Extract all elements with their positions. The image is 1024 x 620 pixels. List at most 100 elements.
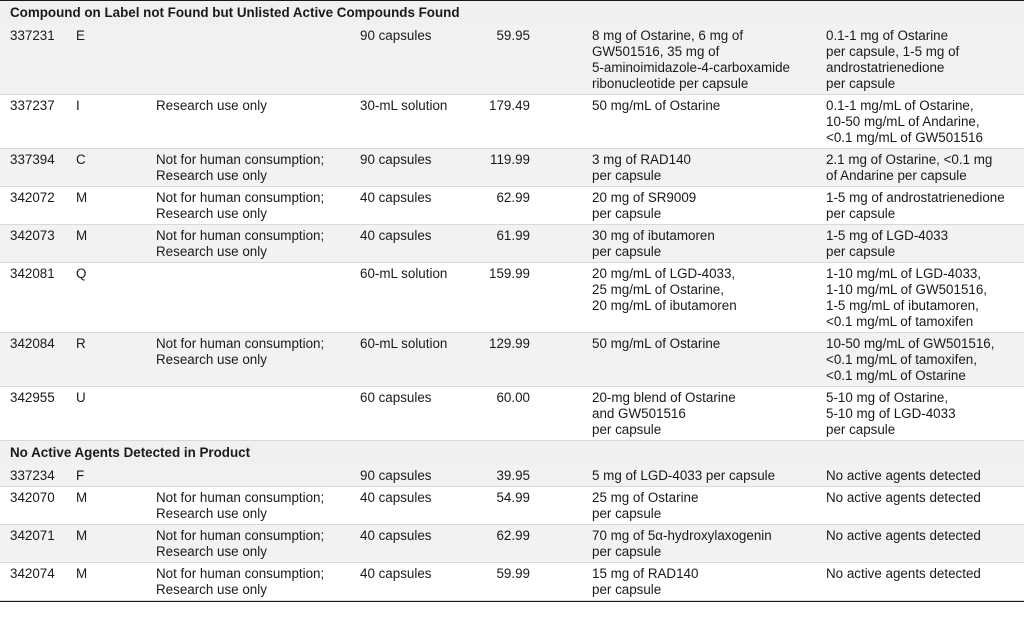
section-header: No Active Agents Detected in Product xyxy=(0,440,1024,465)
letter-cell: I xyxy=(76,94,156,149)
form-cell: 60 capsules xyxy=(360,386,470,441)
price-cell: 61.99 xyxy=(470,224,592,263)
letter-cell: M xyxy=(76,224,156,263)
id-cell: 342070 xyxy=(0,486,76,525)
form-cell: 60-mL solution xyxy=(360,262,470,333)
form-cell: 40 capsules xyxy=(360,524,470,563)
label-note-cell: Not for human consumption; Research use … xyxy=(156,486,360,525)
id-cell: 342073 xyxy=(0,224,76,263)
detected-compound-cell: 5-10 mg of Ostarine, 5-10 mg of LGD-4033… xyxy=(826,386,1024,441)
label-compound-cell: 50 mg/mL of Ostarine xyxy=(592,332,826,387)
table-row: 342073 M Not for human consumption; Resear… xyxy=(0,224,1024,263)
label-compound-cell: 20 mg/mL of LGD-4033, 25 mg/mL of Ostari… xyxy=(592,262,826,333)
price-cell: 54.99 xyxy=(470,486,592,525)
label-compound-cell: 5 mg of LGD-4033 per capsule xyxy=(592,465,826,487)
label-note-cell: Not for human consumption; Research use … xyxy=(156,148,360,187)
price-cell: 39.95 xyxy=(470,465,592,487)
price-cell: 62.99 xyxy=(470,524,592,563)
table-row: 342074 M Not for human consumption; Resear… xyxy=(0,562,1024,601)
detected-compound-cell: No active agents detected xyxy=(826,486,1024,525)
id-cell: 342074 xyxy=(0,562,76,601)
label-compound-cell: 25 mg of Ostarine per capsule xyxy=(592,486,826,525)
label-note-cell: Not for human consumption; Research use … xyxy=(156,186,360,225)
compounds-table: Compound on Label not Found but Unlisted… xyxy=(0,0,1024,601)
detected-compound-cell: No active agents detected xyxy=(826,465,1024,487)
label-note-cell: Not for human consumption; Research use … xyxy=(156,524,360,563)
detected-compound-cell: 0.1-1 mg of Ostarine per capsule, 1-5 mg… xyxy=(826,25,1024,95)
bottom-rule xyxy=(0,601,1024,602)
letter-cell: C xyxy=(76,148,156,187)
label-note-cell xyxy=(156,386,360,441)
section-header: Compound on Label not Found but Unlisted… xyxy=(0,0,1024,25)
section-title: No Active Agents Detected in Product xyxy=(0,440,1024,465)
table-row: 337234 F 90 capsules 39.95 5 mg of LGD-4033 … xyxy=(0,465,1024,487)
detected-compound-cell: 2.1 mg of Ostarine, <0.1 mg of Andarine … xyxy=(826,148,1024,187)
label-compound-cell: 20 mg of SR9009 per capsule xyxy=(592,186,826,225)
form-cell: 40 capsules xyxy=(360,486,470,525)
id-cell: 337394 xyxy=(0,148,76,187)
detected-compound-cell: No active agents detected xyxy=(826,562,1024,601)
label-note-cell xyxy=(156,25,360,95)
label-note-cell: Research use only xyxy=(156,94,360,149)
id-cell: 337237 xyxy=(0,94,76,149)
label-note-cell xyxy=(156,262,360,333)
price-cell: 179.49 xyxy=(470,94,592,149)
label-note-cell: Not for human consumption; Research use … xyxy=(156,562,360,601)
id-cell: 342955 xyxy=(0,386,76,441)
table-row: 342072 M Not for human consumption; Resear… xyxy=(0,186,1024,225)
letter-cell: F xyxy=(76,465,156,487)
table-row: 342070 M Not for human consumption; Resear… xyxy=(0,486,1024,525)
detected-compound-cell: 1-10 mg/mL of LGD-4033, 1-10 mg/mL of GW… xyxy=(826,262,1024,333)
label-compound-cell: 15 mg of RAD140 per capsule xyxy=(592,562,826,601)
form-cell: 90 capsules xyxy=(360,465,470,487)
label-compound-cell: 3 mg of RAD140 per capsule xyxy=(592,148,826,187)
label-note-cell xyxy=(156,465,360,487)
letter-cell: M xyxy=(76,562,156,601)
table-row: 342081 Q 60-mL solution 159.99 20 mg/mL of L… xyxy=(0,262,1024,333)
id-cell: 342081 xyxy=(0,262,76,333)
form-cell: 90 capsules xyxy=(360,148,470,187)
table-row: 342071 M Not for human consumption; Resear… xyxy=(0,524,1024,563)
price-cell: 119.99 xyxy=(470,148,592,187)
detected-compound-cell: 1-5 mg of androstatrienedione per capsul… xyxy=(826,186,1024,225)
detected-compound-cell: 10-50 mg/mL of GW501516, <0.1 mg/mL of t… xyxy=(826,332,1024,387)
price-cell: 159.99 xyxy=(470,262,592,333)
id-cell: 342071 xyxy=(0,524,76,563)
form-cell: 90 capsules xyxy=(360,25,470,95)
table-body: Compound on Label not Found but Unlisted… xyxy=(0,0,1024,601)
letter-cell: U xyxy=(76,386,156,441)
label-note-cell: Not for human consumption; Research use … xyxy=(156,224,360,263)
detected-compound-cell: 1-5 mg of LGD-4033 per capsule xyxy=(826,224,1024,263)
letter-cell: M xyxy=(76,486,156,525)
form-cell: 40 capsules xyxy=(360,224,470,263)
detected-compound-cell: No active agents detected xyxy=(826,524,1024,563)
form-cell: 60-mL solution xyxy=(360,332,470,387)
id-cell: 337231 xyxy=(0,25,76,95)
table-row: 342084 R Not for human consumption; Resear… xyxy=(0,332,1024,387)
price-cell: 59.95 xyxy=(470,25,592,95)
id-cell: 342084 xyxy=(0,332,76,387)
form-cell: 40 capsules xyxy=(360,562,470,601)
letter-cell: R xyxy=(76,332,156,387)
letter-cell: M xyxy=(76,186,156,225)
label-compound-cell: 70 mg of 5α-hydroxylaxogenin per capsule xyxy=(592,524,826,563)
price-cell: 129.99 xyxy=(470,332,592,387)
table-row: 337231 E 90 capsules 59.95 8 mg of Ostarine,… xyxy=(0,25,1024,95)
label-compound-cell: 50 mg/mL of Ostarine xyxy=(592,94,826,149)
table-row: 342955 U 60 capsules 60.00 20-mg blend of Os… xyxy=(0,386,1024,441)
price-cell: 59.99 xyxy=(470,562,592,601)
label-compound-cell: 20-mg blend of Ostarine and GW501516 per… xyxy=(592,386,826,441)
table-row: 337394 C Not for human consumption; Resear… xyxy=(0,148,1024,187)
price-cell: 60.00 xyxy=(470,386,592,441)
detected-compound-cell: 0.1-1 mg/mL of Ostarine, 10-50 mg/mL of … xyxy=(826,94,1024,149)
table-row: 337237 I Research use only 30-mL solution 17… xyxy=(0,94,1024,149)
letter-cell: M xyxy=(76,524,156,563)
section-title: Compound on Label not Found but Unlisted… xyxy=(0,0,1024,25)
label-note-cell: Not for human consumption; Research use … xyxy=(156,332,360,387)
price-cell: 62.99 xyxy=(470,186,592,225)
id-cell: 337234 xyxy=(0,465,76,487)
letter-cell: Q xyxy=(76,262,156,333)
label-compound-cell: 30 mg of ibutamoren per capsule xyxy=(592,224,826,263)
form-cell: 40 capsules xyxy=(360,186,470,225)
label-compound-cell: 8 mg of Ostarine, 6 mg of GW501516, 35 m… xyxy=(592,25,826,95)
